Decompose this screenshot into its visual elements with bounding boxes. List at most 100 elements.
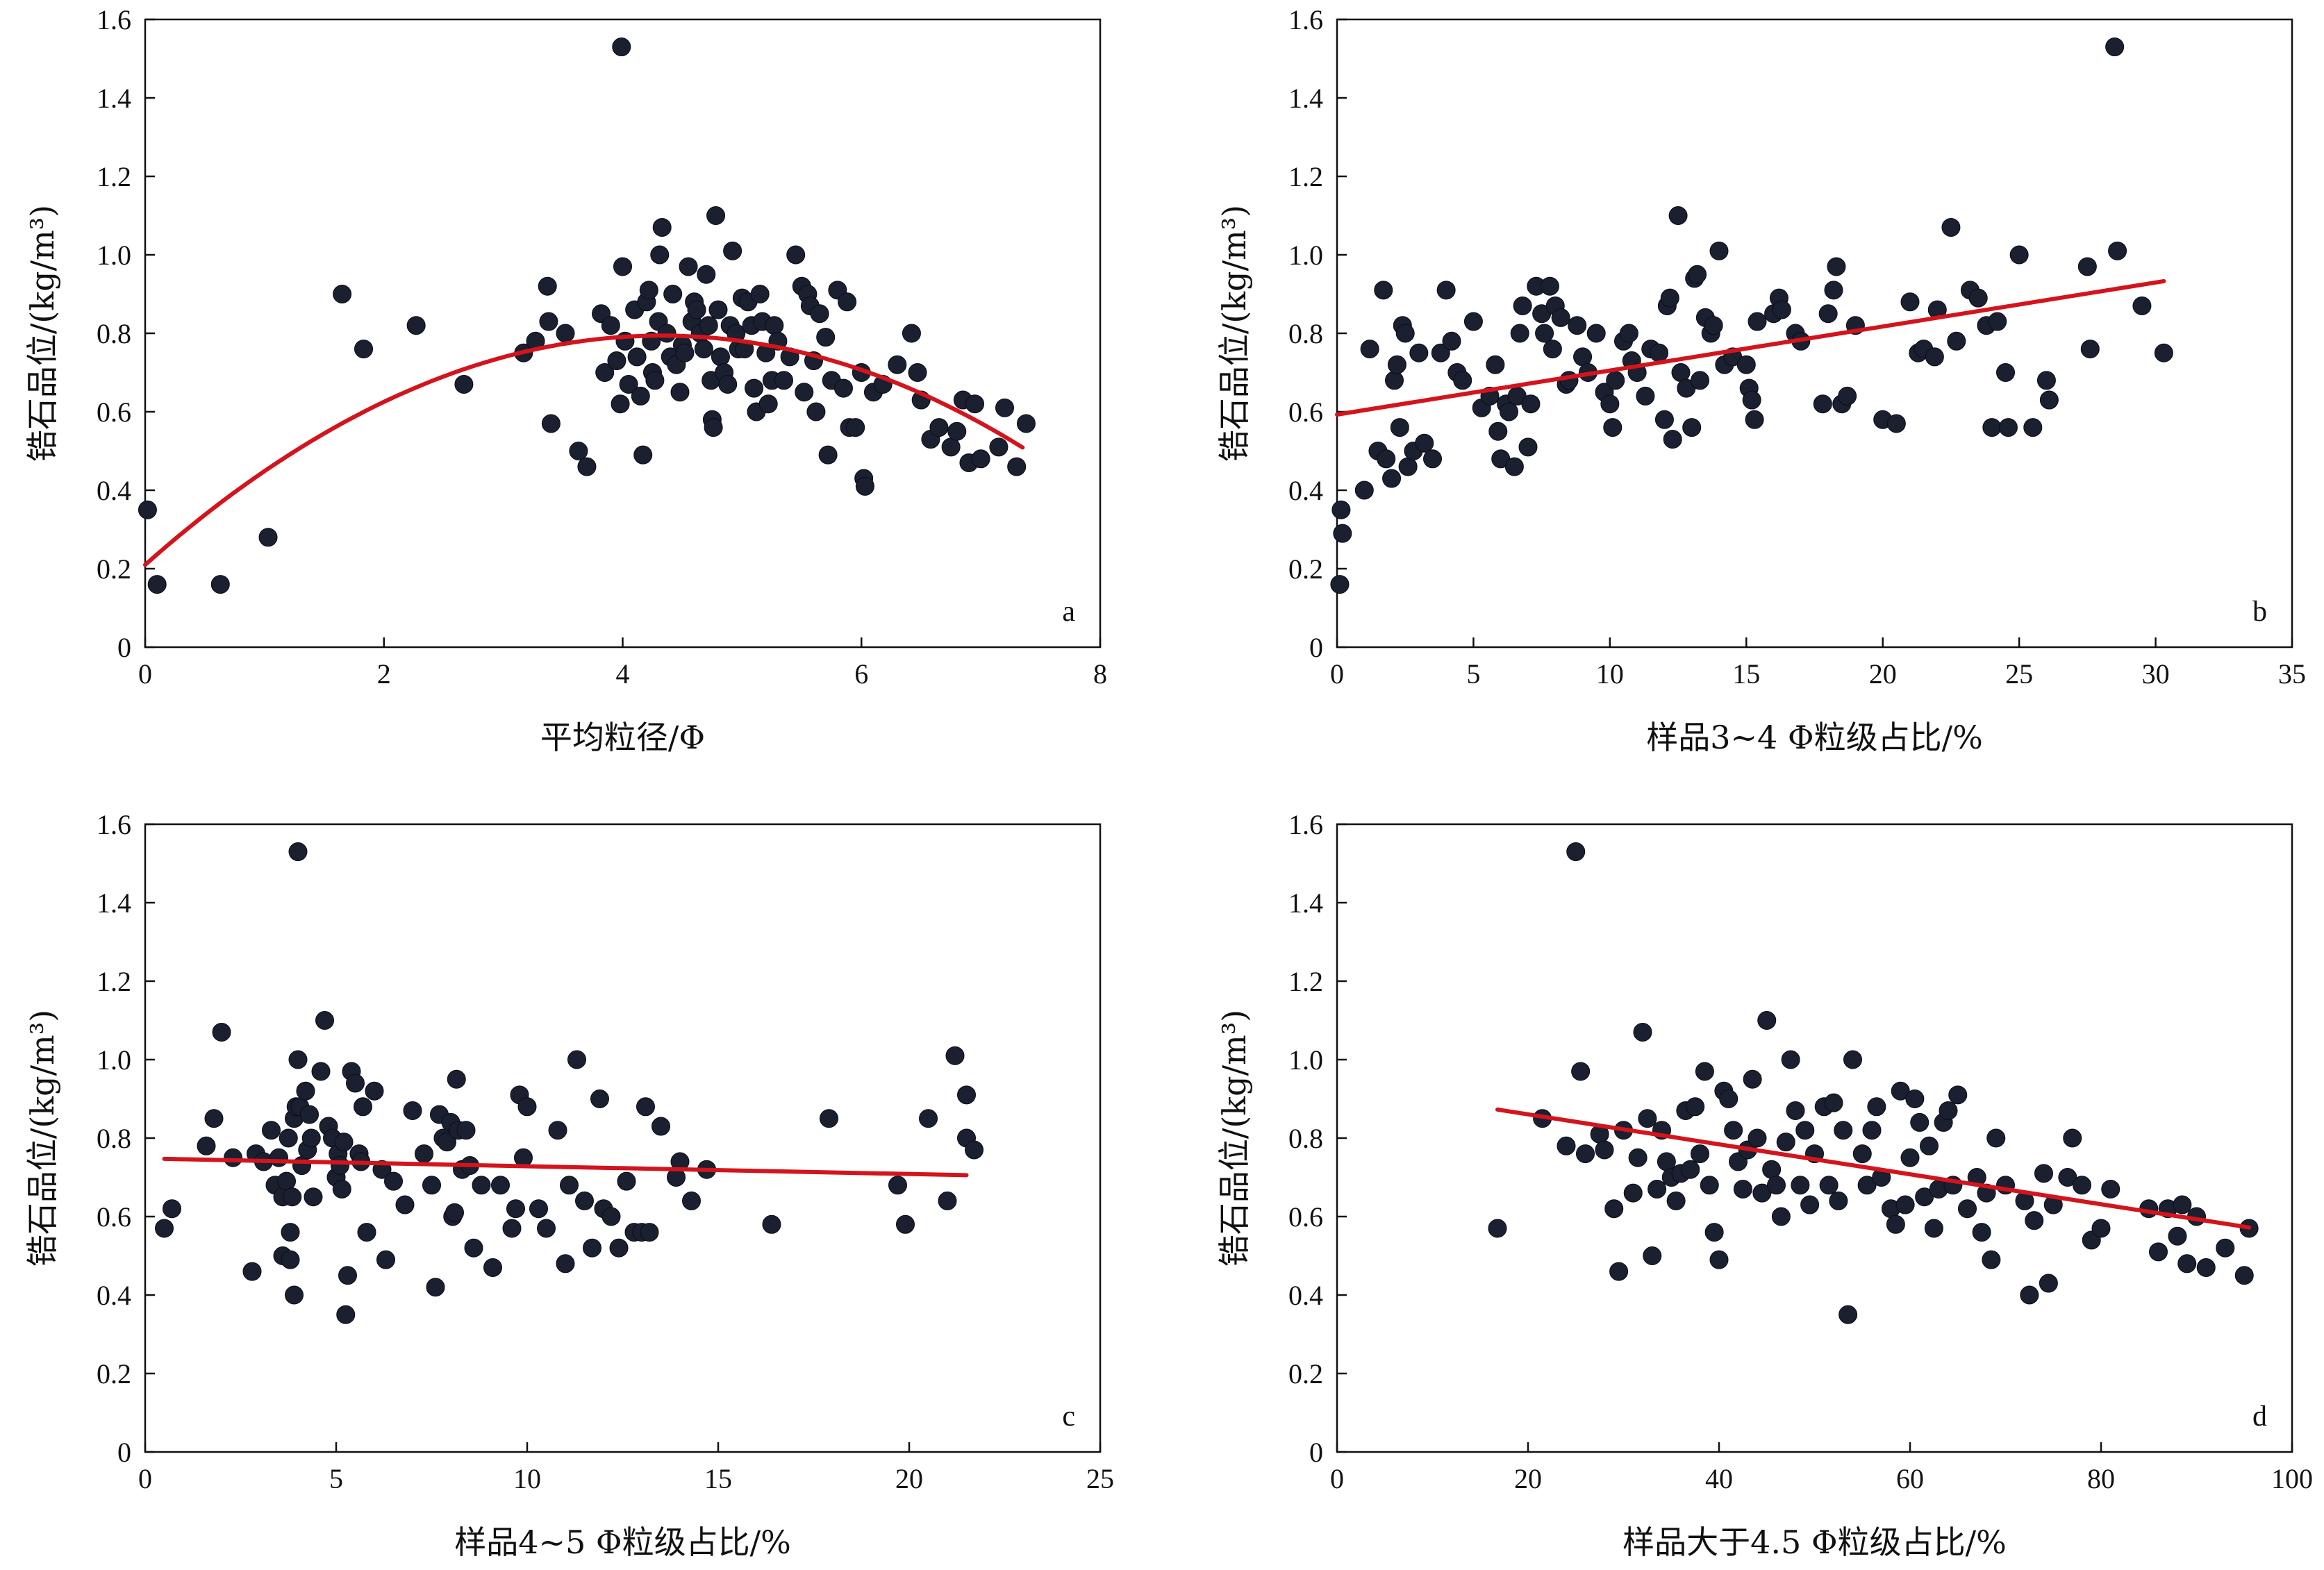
chart-b-data-point [1382,469,1402,488]
chart-c-y-tick-label: 1.2 [97,966,131,997]
chart-c-data-point [426,1278,445,1297]
chart-c-data-point [529,1199,548,1219]
chart-c-data-point [502,1219,522,1238]
chart-d-data-point [1800,1195,1820,1214]
chart-d-data-point [1633,1022,1652,1042]
chart-d-data-point [1595,1140,1614,1160]
chart-a-y-axis-label: 锆石品位/(kg/m³) [24,205,61,462]
chart-b-y-tick-label: 0.4 [1288,475,1323,506]
chart-c-data-point [537,1219,556,1238]
chart-c-data-point [288,1050,308,1069]
chart-d-data-point [1657,1152,1676,1171]
chart-b-data-point [1654,410,1674,429]
chart-b-data-point [1818,304,1838,324]
chart-b-y-tick-label: 1.6 [1288,4,1323,35]
chart-b-data-point [1650,343,1669,362]
chart-c-data-point [560,1176,579,1195]
chart-c-data-point [965,1140,983,1160]
chart-c-data-point [281,1223,300,1242]
chart-b-x-tick-label: 30 [2142,658,2170,690]
chart-a-data-point [902,324,921,343]
chart-a-data-point [718,374,738,394]
chart-b-data-point [1360,340,1379,359]
chart-b-data-point [1543,340,1562,359]
chart-c-data-point [609,1238,629,1258]
chart-d-data-point [2196,1258,2216,1277]
chart-c-data-point [346,1074,365,1093]
chart-c-data-point [269,1148,288,1167]
chart-d-data-point [1843,1050,1862,1069]
chart-a-data-point [454,374,474,394]
chart-c-data-point [938,1191,957,1210]
chart-a-data-point [708,300,728,319]
chart-a-data-point [631,386,650,406]
chart-c-data-point [491,1176,510,1195]
chart-c-data-point [415,1144,433,1164]
chart-b-data-point [1996,363,2015,382]
chart-c-data-point [583,1238,601,1258]
chart-a-x-tick-label: 2 [377,658,391,690]
chart-b-data-point [1748,312,1767,331]
chart-c-data-point [155,1219,174,1238]
chart-b-data-point [1671,363,1691,382]
chart-b-data-point [1668,206,1688,225]
chart-d-data-point [1852,1144,1872,1164]
chart-a-data-point [147,575,167,594]
chart-a-data-point [706,206,726,225]
chart-d-y-tick-label: 1.2 [1288,966,1323,997]
chart-a-data-point [607,351,626,371]
chart-d-data-point [1643,1246,1662,1265]
chart-b-data-point [1568,316,1587,335]
chart-c-data-point [506,1199,525,1219]
chart-a-x-tick-label: 8 [1093,658,1107,690]
chart-b-data-point [1688,265,1707,284]
chart-d-y-tick-label: 0.6 [1288,1201,1323,1233]
chart-c-data-point [384,1171,403,1191]
chart-a-data-point [613,257,632,276]
chart-c-data-point [197,1136,216,1155]
chart-b-data-point [1660,288,1679,308]
chart-b-data-point [1431,343,1450,362]
chart-a-data-point [745,378,764,398]
chart-c-data-point [456,1121,476,1140]
chart-d-y-axis-label: 锆石品位/(kg/m³) [1215,1010,1253,1267]
chart-b-fit-line [1335,278,2166,417]
chart-d-panel-letter: d [2252,1401,2267,1433]
chart-c-data-point [296,1081,315,1101]
chart-d-data-point [2234,1266,2254,1285]
chart-c-data-point [640,1223,659,1242]
chart-b-data-point [1745,410,1764,429]
chart-b-x-tick-label: 15 [1732,658,1760,690]
chart-d-data-point [1886,1214,1905,1234]
chart-d-x-tick-label: 20 [1514,1463,1542,1494]
chart-c-x-tick-label: 20 [895,1463,923,1494]
chart-c-data-point [365,1081,384,1101]
chart-b-data-point [1704,316,1723,335]
chart-c-data-point [332,1179,351,1199]
chart-c-data-point [281,1250,300,1269]
chart-d-data-point [1982,1250,2001,1269]
chart-b-data-point [1409,343,1429,362]
chart-c-data-point [262,1121,281,1140]
chart-c-data-point [334,1133,354,1152]
chart-b-data-point [1390,418,1409,437]
chart-d-data-point [1791,1176,1810,1195]
chart-c-data-point [945,1046,965,1065]
chart-a-data-point [650,245,670,265]
chart-d-data-point [1781,1050,1800,1069]
chart-d-data-point [2173,1195,2192,1214]
chart-d-data-point [1623,1183,1643,1203]
chart-d-data-point [1839,1305,1858,1324]
chart-b-data-point [1603,418,1622,437]
chart-d-data-point [1733,1179,1752,1199]
chart-b-data-point [1619,324,1638,343]
chart-a-data-point [670,383,690,402]
chart-a-data-point [810,304,829,324]
chart-a-y-tick-label: 0 [117,632,131,663]
chart-b-data-point [1463,312,1483,331]
chart-c-data-point [292,1156,311,1176]
chart-b-y-tick-label: 0.2 [1288,553,1323,585]
chart-a-data-point [639,281,658,300]
chart-d-data-point [1724,1121,1743,1140]
chart-b-data-point [1900,292,1920,312]
